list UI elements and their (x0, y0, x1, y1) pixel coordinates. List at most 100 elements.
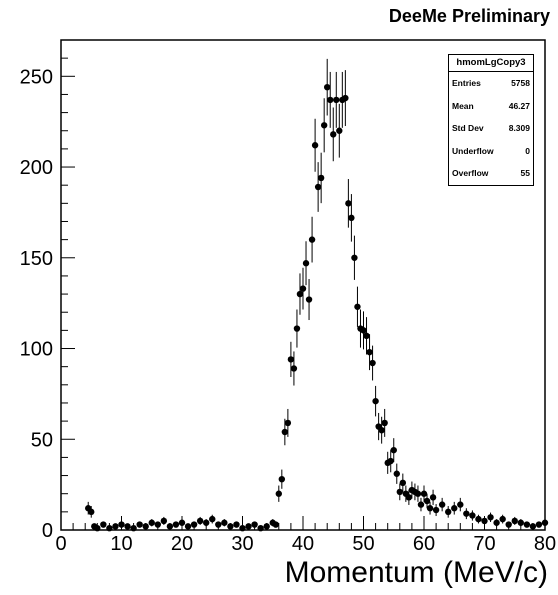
data-point (209, 515, 216, 523)
data-point (345, 200, 352, 207)
data-point (311, 142, 319, 149)
data-point (320, 122, 328, 129)
stats-row-mean: Mean 46.27 (449, 95, 533, 118)
data-point (88, 508, 95, 516)
data-point (142, 523, 149, 530)
data-point (366, 348, 373, 356)
data-point (396, 488, 403, 496)
data-point (136, 521, 143, 528)
data-point (299, 285, 307, 292)
data-point (330, 131, 337, 138)
stats-label: Overflow (452, 168, 489, 178)
data-point (305, 296, 313, 303)
stats-label: Mean (452, 100, 474, 111)
x-tick-label: 0 (55, 533, 66, 555)
data-point (287, 356, 295, 363)
stats-box: hmomLgCopy3 Entries 5758 Mean 46.27 Std … (448, 54, 534, 186)
data-point (257, 524, 264, 532)
data-point (475, 515, 482, 523)
data-point (148, 519, 155, 526)
data-point (511, 517, 518, 525)
data-point (348, 214, 355, 222)
data-point (381, 419, 388, 427)
data-point (302, 260, 310, 267)
data-point (94, 524, 101, 532)
data-point (233, 521, 240, 528)
stats-label: Underflow (452, 145, 494, 156)
y-tick-label: 0 (42, 520, 53, 542)
stats-value: 8.309 (508, 123, 530, 133)
data-point (417, 501, 425, 508)
data-point (414, 490, 422, 497)
data-point (426, 505, 434, 512)
data-point (106, 524, 113, 532)
stats-row-entries: Entries 5758 (449, 72, 533, 95)
data-points (85, 58, 549, 532)
data-point (420, 490, 428, 497)
data-point (190, 521, 198, 528)
data-point (227, 523, 234, 530)
y-tick-label: 200 (20, 157, 53, 179)
data-point (351, 254, 358, 261)
data-point (541, 519, 549, 526)
stats-value: 55 (520, 168, 530, 178)
data-point (505, 521, 512, 528)
data-point (118, 521, 125, 528)
data-point (445, 508, 452, 516)
data-point (178, 519, 186, 526)
data-point (360, 327, 367, 334)
data-point (196, 517, 204, 525)
stats-value: 46.27 (508, 100, 530, 111)
data-point (215, 521, 222, 528)
data-point (378, 426, 385, 434)
stats-label: Entries (452, 78, 481, 88)
data-point (324, 83, 331, 91)
data-point (272, 521, 279, 528)
stats-value: 5758 (511, 78, 530, 88)
data-point (390, 446, 397, 454)
data-point (372, 397, 379, 405)
data-point (393, 470, 400, 477)
data-point (203, 519, 210, 526)
data-point (493, 519, 500, 526)
data-point (166, 523, 174, 530)
data-point (336, 127, 343, 134)
data-point (281, 428, 289, 436)
data-point (278, 475, 286, 483)
data-point (154, 521, 161, 528)
x-tick-label: 20 (171, 533, 193, 555)
data-point (457, 501, 464, 508)
data-point (100, 521, 107, 528)
data-point (296, 290, 304, 298)
data-point (354, 303, 361, 310)
data-point (399, 479, 407, 487)
data-point (172, 521, 180, 528)
axis-ticks: 0 10 20 30 40 50 60 70 80 0 50 100 150 200 250 (20, 39, 556, 555)
x-tick-label: 30 (231, 533, 253, 555)
data-point (499, 515, 506, 523)
stats-row-overflow: Overflow 55 (449, 162, 533, 185)
x-tick-label: 60 (413, 533, 435, 555)
data-point (284, 419, 292, 427)
data-point (369, 359, 376, 367)
x-tick-label: 40 (292, 533, 314, 555)
data-point (124, 523, 131, 530)
stats-value: 0 (525, 145, 530, 156)
data-point (535, 521, 543, 528)
x-tick-label: 70 (473, 533, 495, 555)
data-point (327, 96, 334, 104)
x-tick-label: 10 (110, 533, 132, 555)
preliminary-label: DeeMe Preliminary (388, 6, 550, 26)
stats-box-title: hmomLgCopy3 (449, 55, 533, 72)
data-point (308, 236, 316, 243)
stats-row-underflow: Underflow 0 (449, 140, 533, 163)
stats-label: Std Dev (452, 123, 484, 133)
data-point (221, 519, 228, 526)
data-point (245, 523, 252, 530)
y-tick-label: 150 (20, 248, 53, 270)
y-tick-label: 50 (31, 429, 53, 451)
data-point (239, 524, 246, 532)
y-tick-label: 100 (20, 339, 53, 361)
data-point (363, 332, 370, 340)
data-point (293, 325, 301, 332)
